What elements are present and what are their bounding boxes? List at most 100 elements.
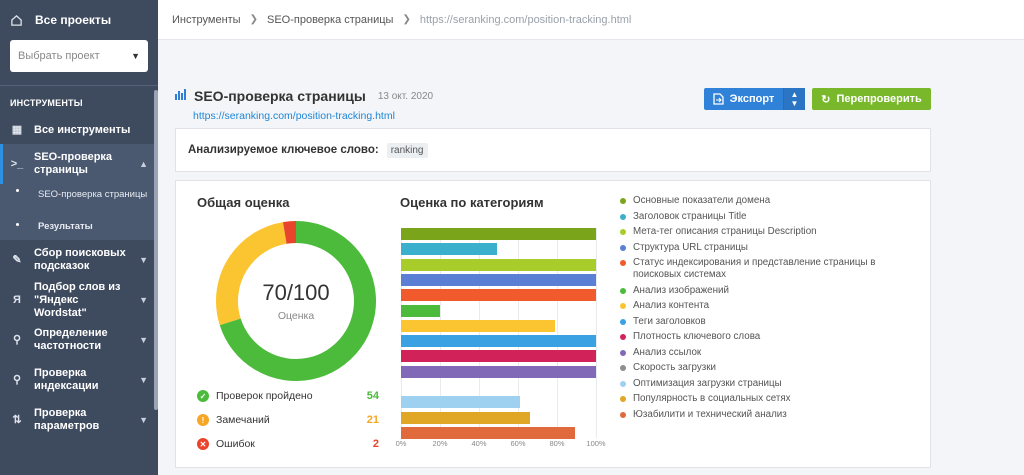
export-label: Экспорт [729, 93, 775, 105]
legend-dot-icon [620, 198, 626, 204]
chevron-down-icon: ▼ [139, 374, 148, 385]
check-date: 13 окт. 2020 [377, 90, 434, 102]
sidebar-item-frequency[interactable]: ⚲ Определение частотности ▼ [0, 320, 158, 360]
category-bar-chart [401, 228, 597, 439]
category-bar [401, 228, 596, 240]
sidebar: Все проекты Выбрать проект ▼ ИНСТРУМЕНТЫ… [0, 0, 158, 475]
home-icon [11, 14, 22, 26]
sidebar-item-label: Проверка индексации [34, 367, 99, 392]
sidebar-item-label: Подбор слов из "Яндекс Wordstat" [34, 280, 121, 319]
x-tick-label: 100% [586, 439, 606, 448]
donut-slice [216, 222, 287, 326]
legend-item: Плотность ключевого слова [620, 331, 925, 343]
file-export-icon [713, 93, 724, 105]
legend-label: Мета-тег описания страницы Description [633, 226, 817, 237]
yandex-icon: Я [13, 293, 21, 306]
breadcrumb-tools[interactable]: Инструменты [172, 13, 241, 26]
stat-label: Проверок пройдено [216, 390, 313, 402]
legend-label: Структура URL страницы [633, 241, 748, 253]
sidebar-item-label: SEO-проверка страницы [34, 151, 113, 176]
sidebar-item-parameters[interactable]: ⇅ Проверка параметров ▼ [0, 400, 158, 440]
keyword-chip: ranking [386, 142, 428, 158]
donut-slice [283, 221, 297, 244]
category-bar [401, 426, 575, 439]
legend-label: Анализ контента [633, 300, 710, 311]
refresh-icon: ↻ [821, 93, 831, 106]
chevron-right-icon: ❯ [402, 14, 411, 25]
legend-dot-icon [620, 318, 626, 325]
terminal-icon: >_ [10, 157, 24, 170]
sidebar-item-indexing[interactable]: ⚲ Проверка индексации ▼ [0, 360, 158, 400]
sidebar-subitem-seo-check[interactable]: SEO-проверка страницы [0, 184, 158, 218]
legend-dot-icon [620, 380, 626, 387]
overall-score-title: Общая оценка [197, 195, 290, 210]
keyword-label: Анализируемое ключевое слово: [188, 144, 379, 156]
gridline [440, 228, 441, 438]
chevron-up-icon: ▲ [139, 158, 148, 169]
x-tick-label: 60% [510, 439, 526, 448]
sidebar-subitem-results[interactable]: Результаты [0, 218, 158, 240]
legend-dot-icon [620, 213, 626, 220]
stat-value: 21 [366, 414, 379, 426]
all-projects-link[interactable]: Все проекты [0, 0, 158, 40]
results-panel: Общая оценка Оценка по категориям 70/100… [175, 180, 931, 468]
check-circle-icon: ✓ [197, 390, 209, 402]
stat-label: Ошибок [216, 438, 255, 450]
legend-item: Анализ контента [620, 300, 925, 312]
key-icon: ⚲ [12, 333, 22, 346]
category-bar [401, 411, 530, 424]
sidebar-item-seo-check[interactable]: >_ SEO-проверка страницы ▲ [0, 144, 158, 184]
project-select[interactable]: Выбрать проект ▼ [10, 40, 148, 72]
legend-item: Скорость загрузки [620, 362, 925, 374]
breadcrumb: Инструменты ❯ SEO-проверка страницы ❯ ht… [158, 0, 1024, 40]
legend-label: Юзабилити и технический анализ [633, 408, 787, 420]
sidebar-section-title: ИНСТРУМЕНТЫ [10, 98, 83, 108]
breadcrumb-page[interactable]: SEO-проверка страницы [266, 13, 394, 26]
page-header: SEO-проверка страницы 13 окт. 2020 https… [175, 88, 935, 124]
chevron-down-icon: ▼ [139, 334, 148, 345]
chevron-down-icon: ▼ [139, 254, 148, 265]
recheck-button[interactable]: ↻ Перепроверить [812, 88, 931, 110]
sidebar-item-label: Определение частотности [34, 327, 108, 352]
export-dropdown-toggle[interactable]: ▲ ▼ [783, 88, 805, 110]
legend-item: Оптимизация загрузки страницы [620, 378, 925, 390]
legend-item: Мета-тег описания страницы Description [620, 226, 925, 238]
legend-item: Популярность в социальных сетях [620, 393, 925, 405]
legend-label: Статус индексирования и представление ст… [633, 257, 876, 280]
sidebar-item-wordstat[interactable]: Я Подбор слов из "Яндекс Wordstat" ▼ [0, 280, 158, 320]
gridline [479, 228, 480, 438]
sidebar-item-suggestions[interactable]: ✎ Сбор поисковых подсказок ▼ [0, 240, 158, 280]
category-bar [401, 365, 596, 378]
category-bar [401, 273, 596, 286]
keyword-panel: Анализируемое ключевое слово: ranking [175, 128, 931, 172]
legend-dot-icon [620, 287, 626, 294]
legend-label: Теги заголовков [633, 315, 706, 327]
legend-item: Анализ ссылок [620, 347, 925, 359]
sidebar-item-all-tools[interactable]: ▦ Все инструменты [0, 116, 158, 144]
stat-value: 2 [372, 438, 379, 450]
sidebar-scrollbar[interactable] [154, 90, 158, 410]
legend-item: Заголовок страницы Title [620, 211, 925, 223]
chevron-updown-icon: ▲ ▼ [790, 90, 799, 108]
bullet-icon [16, 189, 19, 192]
legend-dot-icon [620, 303, 626, 309]
checked-url-link[interactable]: https://seranking.com/position-tracking.… [193, 110, 395, 122]
legend-dot-icon [620, 334, 626, 340]
gridline [518, 228, 519, 438]
sidebar-subitem-label: Результаты [38, 221, 93, 232]
legend-dot-icon [620, 365, 626, 371]
warning-circle-icon: ! [197, 414, 209, 426]
chevron-down-icon: ▼ [139, 294, 148, 305]
legend-dot-icon [620, 411, 626, 418]
legend-item: Теги заголовков [620, 316, 925, 328]
export-button[interactable]: Экспорт ▲ ▼ [704, 88, 805, 110]
legend-item: Юзабилити и технический анализ [620, 409, 925, 421]
page-title: SEO-проверка страницы [194, 88, 366, 104]
category-bar [401, 243, 497, 256]
sidebar-subitem-label: SEO-проверка страницы [38, 189, 148, 200]
sidebar-divider [0, 85, 158, 86]
legend-label: Анализ изображений [633, 284, 729, 296]
category-bar [401, 289, 596, 302]
legend-item: Структура URL страницы [620, 242, 925, 254]
grid-icon: ▦ [11, 123, 23, 136]
